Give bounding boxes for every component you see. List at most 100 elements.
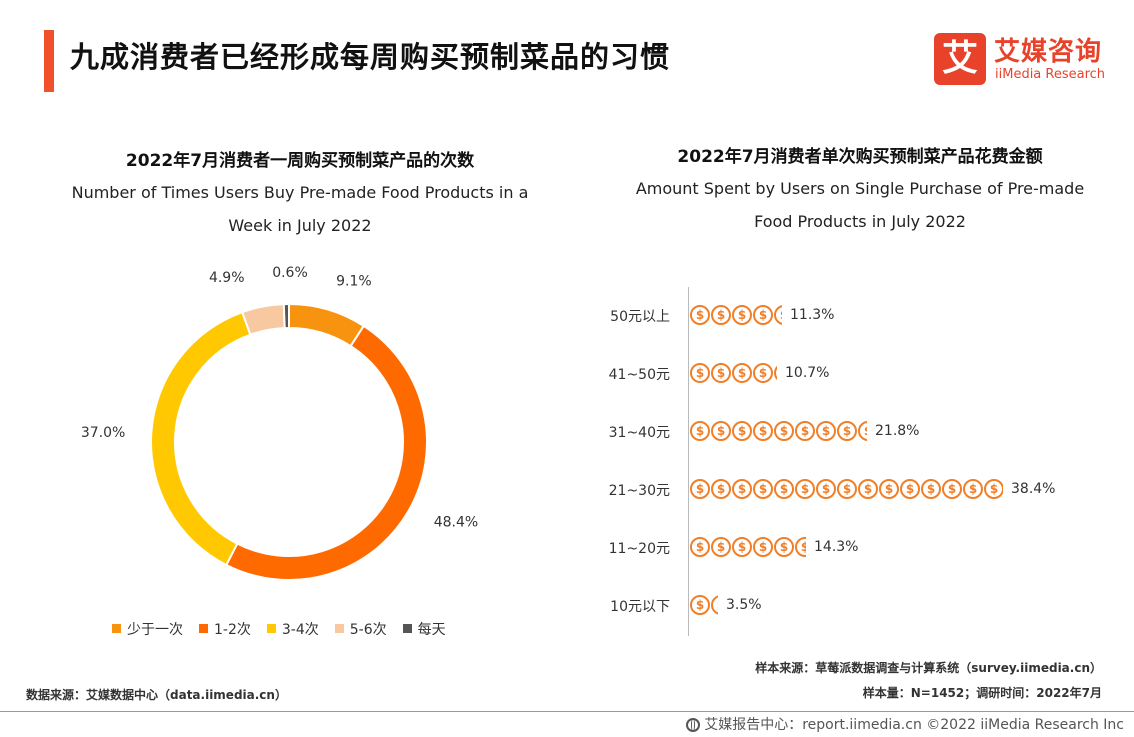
legend-label-0: 少于一次	[127, 622, 183, 638]
coin-icon: $	[753, 537, 773, 557]
donut-value-label-2: 37.0%	[81, 425, 125, 441]
coin-icon: $	[795, 479, 815, 499]
iimedia-logo: 艾 艾媒咨询 iiMedia Research	[934, 31, 1114, 87]
sample-source-note: 样本来源：草莓派数据调查与计算系统（survey.iimedia.cn）	[755, 661, 1102, 675]
legend-item-1: 1-2次	[199, 619, 251, 639]
legend-label-3: 5-6次	[349, 622, 387, 638]
bar-chart-axis	[688, 287, 689, 636]
coin-icon: $	[732, 479, 752, 499]
footer: 艾媒报告中心：report.iimedia.cn ©2022 iiMedia R…	[686, 714, 1124, 734]
coin-icon: $	[942, 479, 962, 499]
bar-row-0: 50元以上 $$$$$$ 11.3%	[560, 304, 1120, 328]
bar-category-label-2: 31~40元	[608, 425, 670, 441]
coin-icon: $	[753, 305, 773, 325]
coin-icon: $	[879, 479, 899, 499]
legend-item-0: 少于一次	[112, 619, 183, 639]
coin-icon: $	[711, 421, 731, 441]
donut-legend: 少于一次 1-2次 3-4次 5-6次 每天	[112, 619, 462, 639]
legend-label-4: 每天	[417, 622, 446, 638]
logo-text-en: iiMedia Research	[995, 67, 1106, 82]
coin-icon: $	[711, 537, 731, 557]
sample-size-note: 样本量：N=1452；调研时间：2022年7月	[862, 686, 1102, 700]
bar-chart-subtitle: Amount Spent by Users on Single Purchase…	[635, 179, 1085, 231]
coin-icon: $	[774, 363, 777, 383]
donut-value-label-4: 0.6%	[272, 265, 308, 281]
donut-value-label-0: 9.1%	[336, 273, 372, 289]
bar-4: $$$$$$$$	[690, 537, 806, 559]
bar-1: $$$$$$	[690, 363, 777, 385]
bar-category-label-3: 21~30元	[608, 483, 670, 499]
bar-value-label-3: 38.4%	[1011, 481, 1056, 497]
bar-3: $$$$$$$$$$$$$$$$$$	[690, 479, 1003, 501]
coin-icon: $	[774, 537, 794, 557]
coin-icon: $	[774, 421, 794, 441]
coin-icon: $	[858, 421, 867, 441]
coin-icon: $	[711, 479, 731, 499]
data-source-note: 数据来源：艾媒数据中心（data.iimedia.cn）	[26, 688, 287, 702]
coin-icon: $	[690, 305, 710, 325]
bar-category-label-0: 50元以上	[610, 309, 670, 325]
coin-icon: $	[816, 479, 836, 499]
coin-icon: $	[690, 363, 710, 383]
donut-value-label-1: 48.4%	[434, 515, 478, 531]
coin-icon: $	[963, 479, 983, 499]
legend-swatch-2	[266, 624, 276, 633]
donut-chart: 9.1% 48.4% 37.0% 4.9% 0.6%	[81, 265, 478, 581]
coin-icon: $	[858, 479, 878, 499]
legend-label-1: 1-2次	[214, 622, 251, 638]
bar-category-label-4: 11~20元	[608, 541, 670, 557]
legend-swatch-0	[112, 624, 121, 633]
donut-slice-4	[282, 302, 290, 330]
bar-value-label-4: 14.3%	[814, 539, 859, 555]
legend-item-3: 5-6次	[334, 619, 387, 639]
footer-text: 艾媒报告中心：report.iimedia.cn ©2022 iiMedia R…	[704, 717, 1124, 733]
coin-icon: $	[690, 595, 710, 615]
title-accent-bar	[44, 30, 54, 92]
bar-5: $$$	[690, 595, 718, 617]
legend-item-4: 每天	[402, 619, 446, 639]
coin-icon: $	[984, 479, 1003, 499]
bar-value-label-1: 10.7%	[785, 365, 830, 381]
coin-icon: $	[690, 421, 710, 441]
coin-icon: $	[690, 537, 710, 557]
bar-row-4: 11~20元 $$$$$$$$ 14.3%	[560, 536, 1120, 560]
coin-icon: $	[900, 479, 920, 499]
coin-icon: $	[711, 305, 731, 325]
coin-icon: $	[837, 421, 857, 441]
donut-slice-1	[225, 324, 428, 581]
donut-slice-3	[240, 303, 286, 337]
bar-row-2: 31~40元 $$$$$$$$$$$ 21.8%	[560, 420, 1120, 444]
bar-row-1: 41~50元 $$$$$$ 10.7%	[560, 362, 1120, 386]
coin-icon: $	[774, 305, 782, 325]
coin-icon: $	[690, 479, 710, 499]
coin-icon: $	[753, 421, 773, 441]
coin-icon: $	[711, 363, 731, 383]
legend-label-2: 3-4次	[281, 622, 319, 638]
coin-icon: $	[711, 595, 718, 615]
coin-icon: $	[816, 421, 836, 441]
bar-value-label-0: 11.3%	[790, 307, 835, 323]
coin-icon: $	[732, 537, 752, 557]
donut-chart-subtitle: Number of Times Users Buy Pre-made Food …	[71, 183, 529, 235]
coin-icon: $	[732, 363, 752, 383]
bar-category-label-1: 41~50元	[608, 367, 670, 383]
logo-text-cn: 艾媒咨询	[994, 37, 1103, 67]
coin-icon: $	[795, 537, 806, 557]
bar-0: $$$$$$	[690, 305, 782, 327]
legend-swatch-1	[199, 624, 208, 633]
coin-icon: $	[732, 421, 752, 441]
bar-value-label-2: 21.8%	[875, 423, 920, 439]
bar-row-3: 21~30元 $$$$$$$$$$$$$$$$$$ 38.4%	[560, 478, 1120, 502]
bar-2: $$$$$$$$$$$	[690, 421, 867, 443]
logo-mark: 艾	[934, 33, 986, 85]
coin-icon: $	[753, 479, 773, 499]
donut-slice-0	[288, 302, 366, 348]
coin-icon: $	[795, 421, 815, 441]
coin-icon: $	[774, 479, 794, 499]
legend-swatch-4	[402, 624, 412, 633]
donut-value-label-3: 4.9%	[209, 270, 245, 286]
legend-item-2: 3-4次	[266, 619, 319, 639]
donut-chart-title: 2022年7月消费者一周购买预制菜产品的次数	[125, 151, 475, 171]
coin-icon: $	[753, 363, 773, 383]
coin-icon: $	[921, 479, 941, 499]
